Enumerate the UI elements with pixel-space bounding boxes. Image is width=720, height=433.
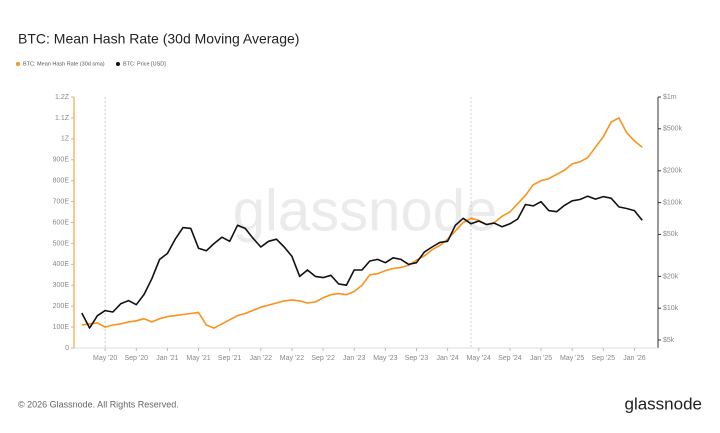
y-tick-label: 200E: [53, 303, 70, 310]
y-tick-label: 900E: [53, 157, 70, 164]
legend-swatch: [116, 62, 120, 66]
y2-tick-label: $10k: [663, 305, 679, 312]
y-tick-label: 1.2Z: [55, 94, 70, 101]
y2-tick-label: $200k: [663, 168, 683, 175]
x-tick-label: Sep '24: [498, 355, 522, 362]
chart-title: BTC: Mean Hash Rate (30d Moving Average): [18, 31, 299, 47]
x-tick-label: Sep '21: [218, 355, 242, 362]
x-tick-label: May '25: [560, 355, 584, 362]
x-tick-label: Jan '26: [623, 355, 645, 362]
y2-tick-label: $50k: [663, 231, 679, 238]
y-tick-label: 300E: [53, 282, 70, 289]
y2-tick-label: $20k: [663, 273, 679, 280]
legend-swatch: [16, 62, 20, 66]
y-tick-label: 1.1Z: [55, 115, 70, 122]
series-line: [81, 117, 643, 329]
x-tick-label: Sep '22: [311, 355, 335, 362]
watermark: glassnode: [233, 178, 497, 243]
legend-label: BTC: Mean Hash Rate (30d sma): [23, 61, 105, 67]
y-tick-label: 700E: [53, 198, 70, 205]
y-tick-label: 0: [65, 345, 69, 352]
y-tick-label: 1Z: [61, 136, 70, 143]
y2-tick-label: $100k: [663, 199, 683, 206]
x-tick-label: Jan '25: [530, 355, 552, 362]
x-tick-label: Jan '24: [436, 355, 458, 362]
x-tick-label: Jan '21: [156, 355, 178, 362]
y2-tick-label: $5k: [663, 337, 675, 344]
y2-tick-label: $1m: [663, 94, 677, 101]
x-tick-label: Jan '22: [250, 355, 272, 362]
x-tick-label: May '21: [186, 355, 210, 362]
legend-label: BTC: Price [USD]: [123, 61, 166, 67]
y-tick-label: 100E: [53, 324, 70, 331]
x-tick-label: Sep '23: [405, 355, 429, 362]
y-tick-label: 600E: [53, 219, 70, 226]
series-line: [81, 195, 643, 329]
footer: © 2026 Glassnode. All Rights Reserved.: [18, 399, 179, 409]
y2-tick-label: $500k: [663, 126, 683, 133]
x-tick-label: May '20: [93, 355, 117, 362]
x-tick-label: Sep '20: [125, 355, 149, 362]
x-tick-label: May '24: [467, 355, 491, 362]
y-tick-label: 500E: [53, 240, 70, 247]
x-tick-label: May '23: [373, 355, 397, 362]
y-tick-label: 400E: [53, 261, 70, 268]
x-tick-label: Jan '23: [343, 355, 365, 362]
brand-logo: glassnode: [624, 394, 702, 413]
x-tick-label: Sep '25: [592, 355, 616, 362]
x-tick-label: May '22: [280, 355, 304, 362]
y-tick-label: 800E: [53, 178, 70, 185]
